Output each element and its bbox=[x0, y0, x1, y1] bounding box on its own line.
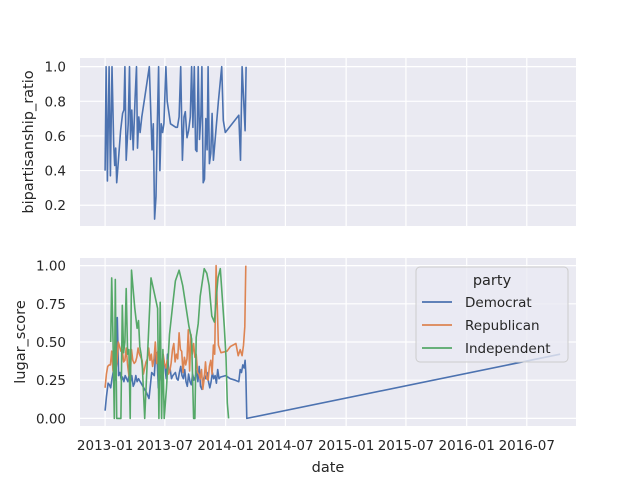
xtick-7: 2016-07 bbox=[499, 438, 555, 454]
xtick-0: 2013-01 bbox=[77, 438, 133, 454]
top-series bbox=[104, 65, 247, 220]
legend-label-independent: Independent bbox=[465, 341, 551, 357]
bottom-ytick-2: 0.50 bbox=[36, 335, 66, 351]
bottom-ytick-4: 1.00 bbox=[36, 259, 66, 275]
xtick-1: 2013-07 bbox=[137, 438, 193, 454]
bottom-ytick-1: 0.25 bbox=[36, 373, 66, 389]
xtick-3: 2014-07 bbox=[257, 438, 313, 454]
top-ytick-0: 0.2 bbox=[45, 198, 66, 214]
legend: party Democrat Republican Independent bbox=[415, 266, 569, 363]
legend-label-democrat: Democrat bbox=[465, 295, 532, 311]
top-ylabel: bipartisanship_ratio bbox=[21, 70, 37, 213]
top-ytick-1: 0.4 bbox=[45, 164, 66, 180]
bottom-xlabel: date bbox=[312, 460, 345, 476]
xtick-2: 2014-01 bbox=[197, 438, 253, 454]
top-ytick-2: 0.6 bbox=[45, 129, 66, 145]
bottom-ytick-3: 0.75 bbox=[36, 297, 66, 313]
legend-label-republican: Republican bbox=[465, 318, 540, 334]
top-axes: 0.2 0.4 0.6 0.8 1.0 bipartisanship_ratio bbox=[21, 58, 576, 226]
top-ytick-3: 0.8 bbox=[45, 94, 66, 110]
bottom-ylabel: lugar_score bbox=[13, 300, 29, 384]
top-plot-background bbox=[80, 58, 576, 226]
bottom-series-line-independent bbox=[109, 267, 230, 420]
top-ytick-labels: 0.2 0.4 0.6 0.8 1.0 bbox=[45, 60, 66, 215]
xtick-4: 2015-01 bbox=[318, 438, 374, 454]
bottom-xtick-labels: 2013-01 2013-07 2014-01 2014-07 2015-01 2015-… bbox=[77, 438, 555, 454]
bottom-ytick-labels: 0.00 0.25 0.50 0.75 1.00 bbox=[36, 259, 66, 428]
top-series-line-0 bbox=[104, 65, 247, 220]
bottom-series-line-democrat bbox=[104, 316, 561, 420]
legend-entries: Democrat Republican Independent bbox=[422, 295, 551, 357]
top-gridlines bbox=[80, 58, 576, 226]
bottom-series bbox=[104, 264, 561, 420]
legend-frame bbox=[415, 266, 569, 363]
xtick-6: 2016-01 bbox=[438, 438, 494, 454]
top-ytick-4: 1.0 bbox=[45, 60, 66, 76]
legend-title: party bbox=[473, 273, 512, 289]
xtick-5: 2015-07 bbox=[378, 438, 434, 454]
bottom-ytick-0: 0.00 bbox=[36, 411, 66, 427]
